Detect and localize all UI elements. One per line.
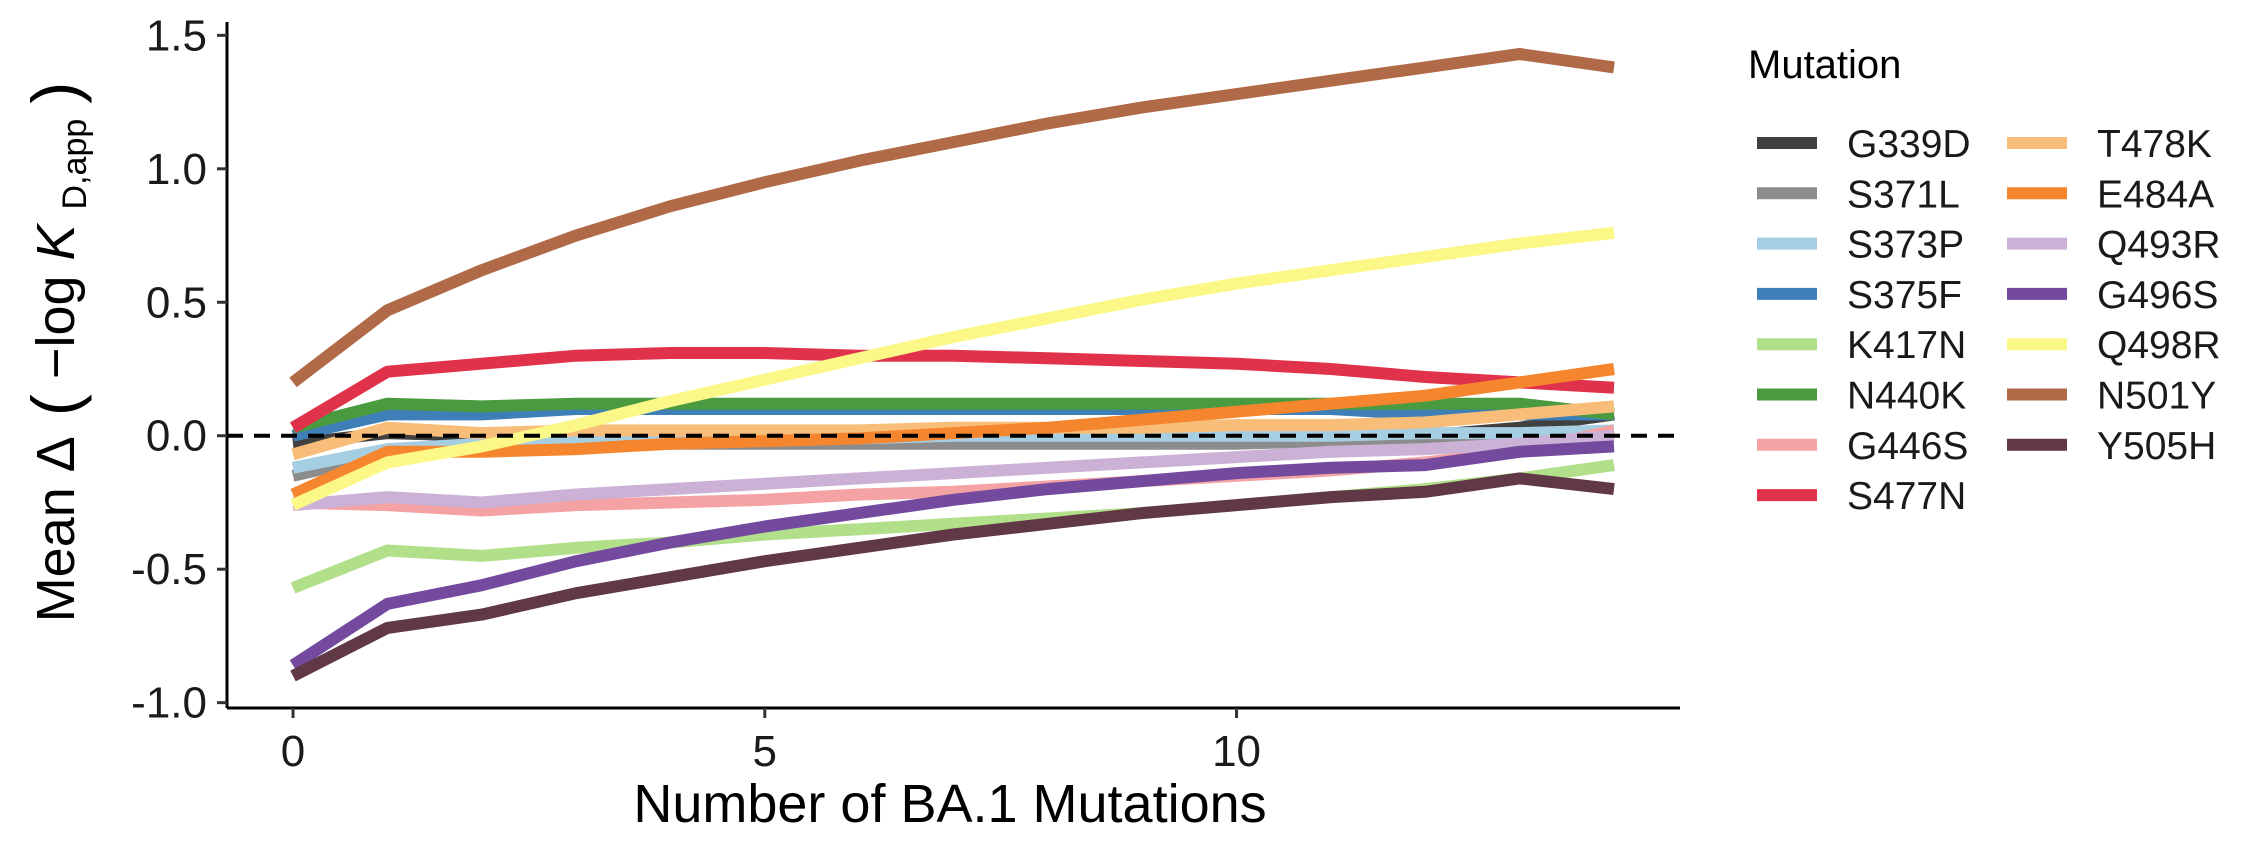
legend-item-y505h: Y505H xyxy=(2007,425,2216,468)
y-tick-label: -1.0 xyxy=(131,679,207,728)
legend-label: G446S xyxy=(1847,425,1968,468)
x-axis-title: Number of BA.1 Mutations xyxy=(633,774,1266,834)
y-axis-title-expr: −log xyxy=(26,260,86,379)
legend-label: S375F xyxy=(1847,274,1962,317)
legend-label: G496S xyxy=(2097,274,2218,317)
series-line-e484a xyxy=(290,363,1615,500)
legend-label: N440K xyxy=(1847,375,1966,418)
legend-label: S477N xyxy=(1847,475,1966,518)
legend-label: K417N xyxy=(1847,324,1966,367)
y-tick-label: 0.5 xyxy=(146,278,207,327)
x-axis-ticks: 0 5 10 xyxy=(281,708,1261,776)
y-axis-title-open-paren: ( xyxy=(18,394,92,416)
legend-item-k417n: K417N xyxy=(1757,324,1966,367)
series-line-s477n xyxy=(289,347,1615,433)
legend-label: N501Y xyxy=(2097,375,2216,418)
x-tick-label: 0 xyxy=(281,727,305,776)
legend-label: S373P xyxy=(1847,224,1964,267)
legend-item-n501y: N501Y xyxy=(2007,375,2216,418)
legend-items: G339D S371L S373P S375F K417N N440K G446S S477N… xyxy=(1757,123,2221,518)
series-line-n501y xyxy=(289,48,1615,388)
y-axis-title-subscript: D,app xyxy=(56,119,94,210)
legend-item-g339d: G339D xyxy=(1757,123,1971,166)
y-axis-title: Mean Δ ( −log K D,app ) xyxy=(18,82,98,623)
legend-label: E484A xyxy=(2097,173,2214,216)
legend-label: T478K xyxy=(2097,123,2212,166)
legend-item-n440k: N440K xyxy=(1757,375,1966,418)
legend-label: Y505H xyxy=(2097,425,2216,468)
y-tick-label: 0.0 xyxy=(146,412,207,461)
y-axis-title-k: K xyxy=(26,222,86,260)
x-tick-label: 10 xyxy=(1212,727,1261,776)
x-tick-label: 5 xyxy=(753,727,777,776)
y-tick-label: 1.0 xyxy=(146,145,207,194)
legend-item-q493r: Q493R xyxy=(2007,224,2221,267)
legend-label: S371L xyxy=(1847,173,1960,216)
series-lines xyxy=(289,48,1616,682)
legend: Mutation G339DS371LS373PS375FK417NN440KG… xyxy=(1748,43,2221,518)
legend-label: G339D xyxy=(1847,123,1971,166)
legend-item-t478k: T478K xyxy=(2007,123,2212,166)
legend-item-s373p: S373P xyxy=(1757,224,1964,267)
series-line-y505h xyxy=(290,472,1615,682)
legend-item-e484a: E484A xyxy=(2007,173,2214,216)
y-tick-label: 1.5 xyxy=(146,11,207,60)
series-line-g496s xyxy=(289,440,1615,671)
y-axis-title-prefix: Mean Δ xyxy=(26,437,86,622)
svg-text:Mean Δ ( −log: Mean Δ ( −log K D,app ) xyxy=(18,82,98,623)
legend-item-s371l: S371L xyxy=(1757,173,1960,216)
y-axis-ticks: -1.0 -0.5 0.0 0.5 1.0 1.5 xyxy=(131,11,227,728)
legend-item-g446s: G446S xyxy=(1757,425,1968,468)
series-line-q498r xyxy=(290,226,1615,511)
legend-item-q498r: Q498R xyxy=(2007,324,2221,367)
y-axis-title-close-paren: ) xyxy=(18,82,92,104)
legend-item-s375f: S375F xyxy=(1757,274,1962,317)
series-line-q493r xyxy=(292,429,1615,512)
y-tick-label: -0.5 xyxy=(131,545,207,594)
legend-item-s477n: S477N xyxy=(1757,475,1966,518)
legend-item-g496s: G496S xyxy=(2007,274,2218,317)
series-line-k417n xyxy=(290,459,1615,594)
legend-label: Q493R xyxy=(2097,224,2221,267)
legend-label: Q498R xyxy=(2097,324,2221,367)
legend-title: Mutation xyxy=(1748,43,1901,87)
